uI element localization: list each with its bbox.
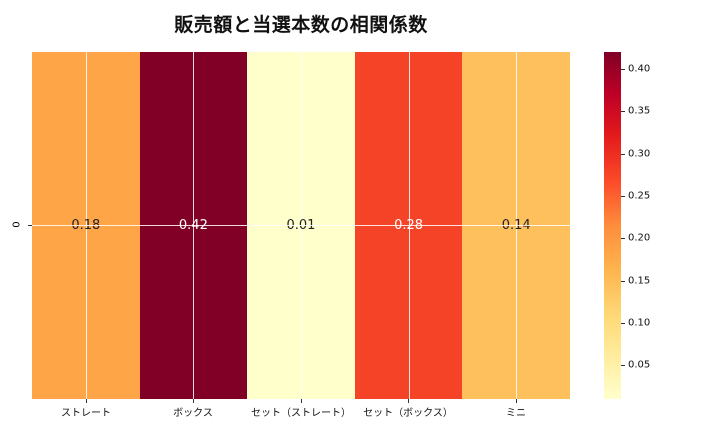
colorbar-tick <box>621 238 625 240</box>
x-tick-label: セット（ボックス） <box>363 408 453 419</box>
grid-line <box>32 225 570 226</box>
x-tick <box>86 399 87 403</box>
x-tick-label: ストレート <box>61 408 111 419</box>
colorbar-tick <box>621 322 625 324</box>
colorbar-tick-label: 0.05 <box>628 359 651 371</box>
colorbar-tick <box>621 195 625 197</box>
colorbar-tick-label: 0.25 <box>628 190 651 202</box>
x-tick-label: ボックス <box>173 408 213 419</box>
colorbar-tick <box>621 365 625 367</box>
colorbar-tick <box>621 111 625 113</box>
colorbar-tick-label: 0.30 <box>628 148 651 160</box>
x-tick-label: ミニ <box>506 408 526 419</box>
y-tick-label: 0 <box>11 221 23 228</box>
x-tick <box>516 399 517 403</box>
colorbar-tick-label: 0.40 <box>628 63 651 75</box>
x-tick <box>408 399 409 403</box>
colorbar-tick-label: 0.15 <box>628 275 651 286</box>
colorbar-tick <box>621 280 625 282</box>
colorbar-tick <box>621 153 625 155</box>
colorbar-tick-label: 0.10 <box>628 317 651 329</box>
colorbar-tick-label: 0.20 <box>628 232 651 244</box>
x-tick-label: セット（ストレート） <box>251 408 351 419</box>
colorbar-tick-label: 0.35 <box>628 105 651 117</box>
y-tick <box>28 225 32 226</box>
chart-title: 販売額と当選本数の相関係数 <box>174 14 428 36</box>
x-tick <box>301 399 302 403</box>
colorbar <box>604 52 621 399</box>
colorbar-tick <box>621 68 625 70</box>
x-tick <box>193 399 194 403</box>
